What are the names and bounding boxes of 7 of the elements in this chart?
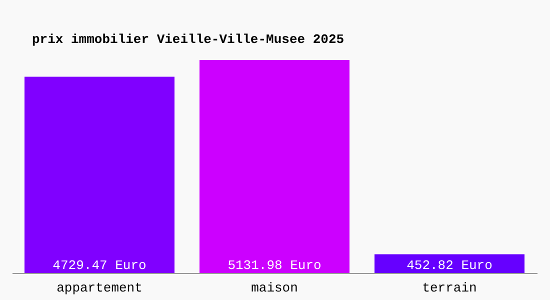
chart-title: prix immobilier Vieille-Ville-Musee 2025 — [32, 32, 344, 47]
x-tick-label: appartement — [56, 280, 142, 296]
data-label: 4729.47 Euro — [52, 258, 146, 273]
x-tick-label: terrain — [422, 280, 477, 296]
data-label: 5131.98 Euro — [228, 258, 322, 273]
data-label: 452.82 Euro — [406, 258, 492, 273]
x-tick-label: maison — [251, 280, 298, 296]
